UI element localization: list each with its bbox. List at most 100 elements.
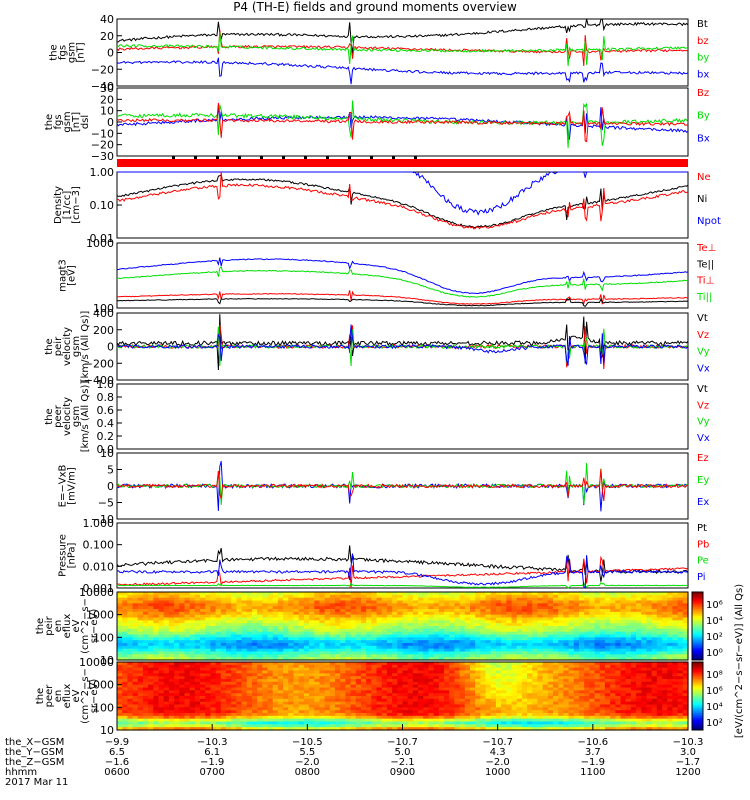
y-axis-label-line: the (44, 338, 55, 354)
quality-flag-mark (260, 156, 263, 159)
y-axis-label-line: eV (71, 689, 82, 702)
colorbar-tick-label: 10² (706, 718, 723, 729)
y-axis-label-line: en (53, 620, 64, 633)
y-axis-label-line: peir (53, 336, 64, 356)
series-bx (116, 57, 689, 85)
y-tick-label: −10 (91, 127, 114, 140)
y-tick-label: 0 (107, 341, 114, 354)
y-axis-label-line: sr−eV) (89, 679, 100, 714)
colorbar-tick-label: 10⁸ (706, 670, 723, 681)
colorbar-tick-label: 10⁶ (706, 686, 723, 697)
series-Ez (116, 469, 689, 501)
y-tick-label: −10 (91, 513, 114, 526)
legend-entry: Ti⊥ (696, 276, 714, 287)
x-tick-label: −1.9 (581, 757, 605, 768)
series-Te-par (116, 297, 689, 308)
quality-flag-mark (216, 156, 219, 159)
y-tick-label: 1000 (86, 237, 114, 250)
series-Pb (116, 555, 689, 589)
y-axis-label-line: sr−eV) (89, 609, 100, 644)
y-tick-label: 1000 (86, 609, 114, 622)
y-axis-label-line: (cm^2−s− (80, 668, 91, 724)
y-tick-label: −40 (91, 80, 114, 93)
y-axis-label-line: [mV/m] (67, 467, 78, 505)
x-tick-label: 1000 (485, 767, 510, 778)
legend-entry: Bx (697, 133, 710, 144)
y-tick-label: 0.01 (90, 232, 115, 245)
legend-entry: Bz (697, 88, 709, 99)
x-tick-label: −1.7 (676, 757, 700, 768)
x-tick-label: 5.5 (299, 747, 315, 758)
panel-frame (116, 522, 689, 589)
y-tick-label: 1000 (86, 679, 114, 692)
y-tick-label: 10 (100, 105, 114, 118)
y-axis-label-line: [nT] (71, 112, 82, 132)
y-axis-label-line: velocity (62, 327, 73, 366)
panel-frame (116, 591, 689, 661)
legend-entry: By (697, 111, 710, 122)
series-Ne (116, 171, 689, 230)
panel-6: 1.00.80.60.40.20.0 thepeervelocitygsm[km/… (44, 378, 710, 456)
y-axis-label-line: peir (44, 615, 55, 635)
quality-flag-mark (238, 156, 241, 159)
series-Bz (116, 102, 689, 143)
y-tick-label: 200 (93, 324, 114, 337)
y-axis-label-line: gsm (67, 42, 78, 63)
panel-frame (116, 383, 689, 450)
legend-entry: Vy (697, 347, 710, 358)
x-row-label: the_X−GSM (5, 737, 64, 748)
x-row-label: hhmm (5, 767, 37, 778)
panel-9: 10000100010010thepeirenefluxeV(cm^2−s−sr… (35, 586, 689, 667)
y-axis-label-line: [cm−3] (71, 186, 82, 224)
quality-flag-mark (348, 156, 351, 159)
plot-title: P4 (TH-E) fields and ground moments over… (233, 0, 517, 14)
y-axis-label: magt3[eV] (58, 259, 78, 292)
series-Ey (116, 462, 689, 505)
quality-flag-mark (326, 156, 329, 159)
x-tick-label: −9.9 (105, 737, 129, 748)
x-tick-label: −2.1 (390, 757, 414, 768)
quality-flag-mark (194, 156, 197, 159)
y-tick-label: 0 (107, 480, 114, 493)
y-tick-label: 100 (93, 631, 114, 644)
colorbar-label-text: [eV/(cm^2−s−sr−eV)] (All Qs) (734, 584, 745, 738)
y-axis-label-line: fgs (53, 114, 64, 129)
legend-entry: Ey (697, 475, 709, 486)
y-tick-label: 0.100 (83, 539, 115, 552)
y-tick-label: 100 (93, 701, 114, 714)
series-Vx-ion (116, 324, 689, 366)
legend-entry: Vx (697, 433, 710, 444)
series-Pi (116, 553, 689, 590)
series-Bt (116, 18, 689, 54)
y-tick-label: 5 (107, 464, 114, 477)
y-axis-label-line: velocity (62, 397, 73, 436)
y-axis-label-line: E=−VxB (58, 465, 69, 508)
y-tick-label: 10 (100, 654, 114, 667)
y-axis-label-line: magt3 (58, 259, 69, 292)
y-axis-label-line: [1/cc] (62, 191, 73, 220)
series-By (116, 100, 689, 148)
x-tick-label: −1.6 (105, 757, 129, 768)
y-tick-label: 1.0 (97, 378, 115, 391)
legend-entry: Vt (697, 384, 708, 395)
panel-frame (116, 242, 689, 309)
y-tick-label: 0.10 (90, 199, 115, 212)
colorbar-tick-label: 10⁴ (706, 702, 723, 713)
y-axis-label-line: Pressure (58, 534, 69, 577)
ion-spectrogram (117, 592, 689, 661)
x-tick-label: 0800 (295, 767, 320, 778)
colorbar-frame (691, 591, 704, 661)
x-tick-label: −10.5 (292, 737, 323, 748)
y-tick-label: 10 (100, 724, 114, 737)
colorbar-tick-label: 10⁶ (706, 600, 723, 611)
y-tick-label: 0.2 (97, 430, 115, 443)
x-row-label: the_Z−GSM (5, 757, 64, 768)
x-tick-label: 5.0 (395, 747, 411, 758)
x-row-label: the_Y−GSM (5, 747, 64, 758)
legend-entry: Bt (697, 19, 708, 30)
